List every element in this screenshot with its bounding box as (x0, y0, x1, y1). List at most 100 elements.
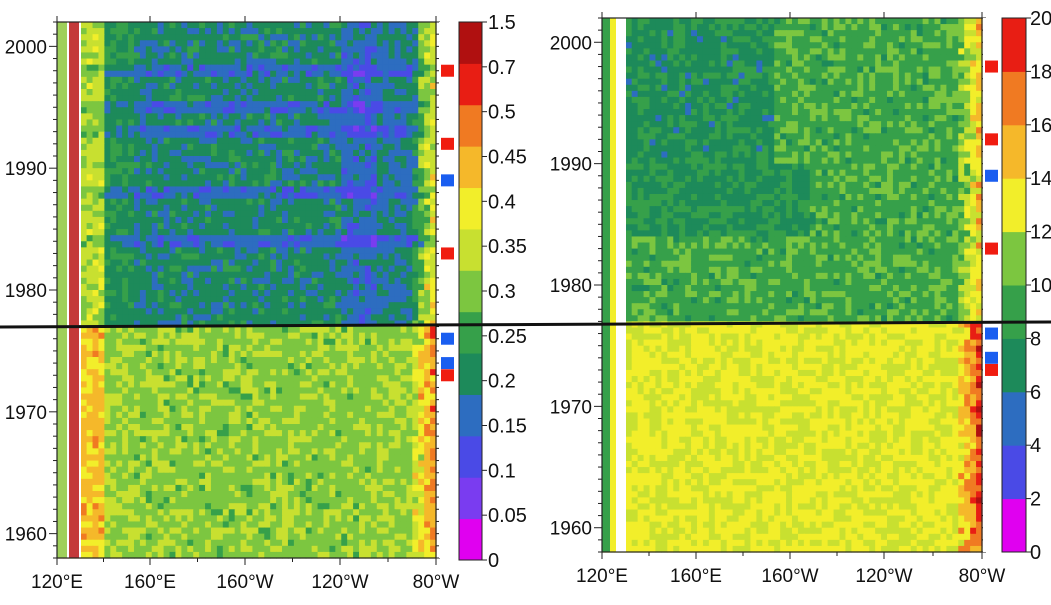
heatmap-cell (234, 314, 242, 322)
heatmap-cell (151, 411, 159, 419)
heatmap-cell (157, 198, 165, 206)
heatmap-cell (145, 472, 153, 480)
heatmap-cell (364, 442, 372, 449)
heatmap-cell (258, 484, 265, 492)
heatmap-cell (299, 277, 307, 285)
heatmap-cell (98, 101, 105, 108)
heatmap-cell (276, 210, 283, 218)
heatmap-cell (122, 28, 129, 35)
heatmap-cell (210, 375, 218, 382)
heatmap-cell (388, 436, 396, 443)
heatmap-cell (175, 107, 182, 114)
heatmap-cell (364, 58, 372, 66)
heatmap-cell (394, 198, 402, 206)
heatmap-cell (163, 484, 171, 492)
heatmap-cell (151, 131, 159, 139)
heatmap-cell (276, 332, 283, 340)
heatmap-cell (246, 357, 254, 364)
heatmap-cell (86, 344, 94, 352)
heatmap-cell (270, 235, 277, 242)
heatmap-cell (424, 271, 431, 279)
heatmap-cell (394, 149, 402, 157)
heatmap-cell (364, 417, 372, 425)
heatmap-cell (430, 454, 437, 462)
heatmap-cell (104, 283, 111, 291)
heatmap-cell (258, 180, 265, 188)
heatmap-cell (216, 375, 224, 382)
heatmap-cell (163, 357, 171, 364)
heatmap-cell (258, 82, 265, 90)
heatmap-cell (216, 204, 224, 212)
heatmap-cell (270, 491, 277, 498)
heatmap-cell (86, 113, 94, 121)
heatmap-cell (246, 460, 254, 468)
heatmap-cell (394, 46, 402, 54)
heatmap-cell (163, 137, 171, 145)
heatmap-cell (400, 491, 407, 498)
heatmap-cell (311, 460, 319, 468)
heatmap-cell (400, 448, 407, 456)
heatmap-cell (145, 478, 153, 486)
heatmap-cell (133, 70, 141, 78)
heatmap-cell (169, 344, 177, 352)
heatmap-cell (270, 344, 277, 352)
heatmap-cell (133, 308, 141, 315)
heatmap-cell (293, 466, 301, 474)
heatmap-cell (110, 259, 117, 267)
heatmap-cell (335, 216, 342, 224)
heatmap-cell (406, 137, 413, 145)
heatmap-cell (424, 198, 431, 206)
heatmap-cell (364, 484, 372, 492)
heatmap-cell (400, 82, 407, 90)
heatmap-cell (264, 472, 271, 480)
heatmap-cell (157, 125, 165, 133)
heatmap-cell (128, 131, 135, 139)
heatmap-cell (157, 436, 165, 443)
heatmap-cell (157, 34, 165, 41)
heatmap-cell (359, 265, 366, 273)
heatmap-cell (400, 436, 407, 443)
heatmap-cell (157, 290, 165, 297)
heatmap-cell (222, 82, 230, 90)
heatmap-cell (240, 314, 248, 322)
heatmap-cell (145, 338, 153, 346)
heatmap-cell (412, 125, 419, 133)
heatmap-cell (246, 265, 254, 273)
heatmap-cell (169, 369, 177, 376)
heatmap-cell (181, 283, 188, 291)
heatmap-cell (234, 125, 242, 133)
heatmap-cell (412, 143, 419, 151)
heatmap-cell (412, 399, 419, 407)
heatmap-cell (128, 204, 135, 212)
heatmap-cell (305, 314, 313, 322)
heatmap-cell (222, 259, 230, 267)
heatmap-cell (264, 22, 271, 29)
heatmap-cell (205, 162, 212, 169)
heatmap-cell (252, 229, 259, 236)
heatmap-cell (92, 484, 100, 492)
heatmap-cell (163, 119, 171, 127)
heatmap-cell (382, 363, 390, 370)
heatmap-cell (311, 491, 319, 498)
heatmap-cell (329, 290, 336, 297)
heatmap-cell (287, 95, 295, 102)
heatmap-cell (199, 442, 206, 449)
heatmap-cell (287, 34, 295, 41)
heatmap-cell (335, 52, 342, 60)
heatmap-cell (276, 223, 283, 230)
heatmap-cell (335, 229, 342, 236)
heatmap-cell (216, 156, 224, 163)
heatmap-cell (335, 411, 342, 419)
heatmap-cell (394, 28, 402, 35)
heatmap-cell (394, 168, 402, 175)
heatmap-cell (210, 302, 218, 309)
heatmap-cell (258, 314, 265, 322)
heatmap-cell (216, 302, 224, 309)
heatmap-cell (122, 89, 129, 96)
heatmap-cell (122, 442, 129, 449)
heatmap-cell (222, 466, 230, 474)
heatmap-cell (151, 162, 159, 169)
heatmap-cell (335, 143, 342, 151)
heatmap-cell (92, 131, 100, 139)
heatmap-cell (329, 186, 336, 194)
